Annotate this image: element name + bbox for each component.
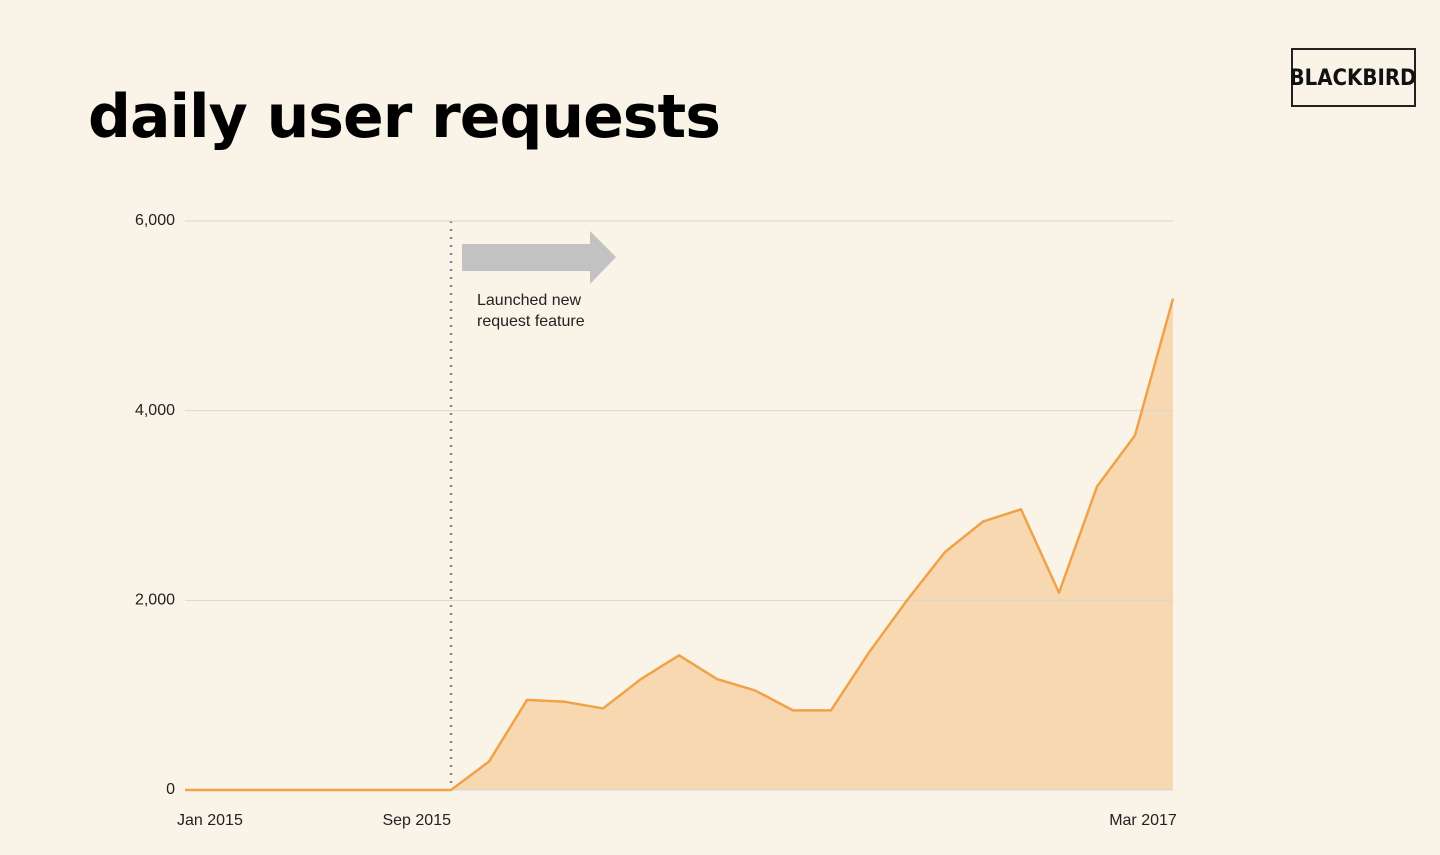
y-tick-label: 4,000 [135, 402, 175, 419]
annotation-line: request feature [477, 313, 585, 330]
x-tick-label: Mar 2017 [1109, 812, 1177, 829]
annotation-arrow [462, 231, 616, 284]
plot: 0 2,000 4,000 6,000 Jan 2015 Sep 2015 Mar 2017 [135, 212, 1177, 829]
area-line [185, 298, 1175, 792]
brand-logo: BLACKBIRD [1290, 66, 1417, 91]
y-tick-label: 2,000 [135, 592, 175, 609]
brand-box [1291, 48, 1416, 107]
annotation-line: Launched new [477, 292, 582, 309]
chart-title: daily user requests [88, 82, 720, 152]
y-tick-label: 0 [166, 781, 175, 798]
x-tick-label: Jan 2015 [177, 812, 243, 829]
y-tick-label: 6,000 [135, 212, 175, 229]
area-fill [185, 298, 1173, 790]
x-tick-label: Sep 2015 [382, 812, 451, 829]
